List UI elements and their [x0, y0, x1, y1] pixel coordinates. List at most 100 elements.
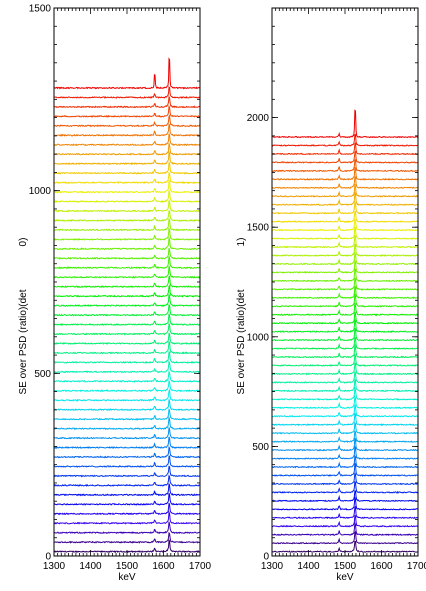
series-line [53, 150, 201, 166]
series-line [53, 265, 201, 279]
series-line [54, 294, 201, 308]
series-line [271, 277, 419, 291]
series-line [53, 408, 201, 421]
series-line [271, 243, 419, 257]
x-tick-label: 1500 [334, 561, 357, 572]
series-line [271, 336, 418, 350]
series-line [272, 150, 419, 164]
series-line [53, 86, 201, 99]
series-line [53, 200, 201, 213]
series-line [53, 360, 201, 374]
x-tick-label: 1400 [297, 561, 320, 572]
y-tick-label: 2000 [247, 113, 270, 124]
series-line [53, 114, 201, 128]
x-tick-label: 1300 [261, 561, 284, 572]
series-line [271, 293, 419, 308]
series-line [53, 379, 201, 393]
series-line [53, 510, 201, 525]
series-line [271, 166, 419, 181]
series-line [271, 404, 419, 418]
series-line [271, 454, 419, 469]
series-line [53, 104, 201, 118]
series-line [271, 362, 419, 376]
series-line [53, 247, 201, 260]
series-line [271, 530, 419, 545]
y-tick-label: 0 [263, 552, 269, 563]
x-tick-label: 1400 [79, 561, 102, 572]
series-line [271, 176, 419, 190]
series-line [53, 474, 201, 487]
series-line [53, 332, 201, 345]
y-tick-label: 1000 [29, 186, 52, 197]
series-line [53, 189, 201, 204]
series-line [271, 183, 419, 198]
x-tick-label: 1300 [43, 561, 66, 572]
y-axis-label: SE over PSD (ratio)(det [18, 289, 29, 394]
series-line [271, 462, 419, 477]
x-tick-label: 1700 [189, 561, 212, 572]
series-line [271, 192, 419, 206]
series-line [53, 436, 201, 450]
series-line [54, 303, 201, 317]
series-line [271, 311, 419, 325]
series-line [53, 399, 201, 412]
series-line [53, 521, 201, 535]
series-line [54, 256, 201, 270]
series-line [53, 133, 201, 147]
series-line [53, 284, 201, 298]
x-axis: 1300 1400 1500 1600 1700 keV [43, 8, 212, 583]
series-line [271, 371, 419, 384]
y-axis-label-suffix: 0) [18, 238, 29, 247]
series-line [271, 200, 419, 215]
series-line [53, 218, 201, 232]
series-line [53, 95, 201, 109]
series-line [53, 161, 201, 175]
series-line [271, 210, 419, 223]
y-axis-label-suffix: 1) [236, 238, 247, 247]
series-line [54, 227, 201, 241]
series-line [271, 490, 419, 503]
series-line [271, 379, 419, 393]
series-line [272, 354, 419, 367]
x-axis-label: keV [118, 572, 136, 583]
series-line [53, 341, 201, 355]
series-line [271, 159, 419, 173]
series-line [271, 386, 419, 401]
chart-panel-right: 1300 1400 1500 1600 1700 keV 0 500 1000 1500 2000 S… [236, 7, 426, 583]
series-line [271, 421, 419, 435]
series-line [271, 267, 419, 283]
x-tick-label: 1600 [152, 561, 175, 572]
x-axis-label: keV [336, 572, 354, 583]
series-line [53, 142, 201, 156]
y-tick-label: 1000 [247, 332, 270, 343]
series-line [271, 437, 419, 452]
series-line [271, 109, 419, 139]
series-line [53, 455, 201, 468]
series-line [271, 302, 419, 317]
series-line [271, 259, 419, 274]
series-line [53, 483, 201, 497]
series-line [53, 313, 201, 327]
series-line [53, 171, 201, 185]
series-line [271, 515, 419, 528]
y-tick-label: 1500 [247, 223, 270, 234]
series-line [53, 531, 201, 544]
series-line [271, 445, 418, 460]
series-line [271, 495, 419, 511]
series-line [53, 427, 200, 440]
series-line [271, 133, 419, 147]
y-axis: 0 500 1000 1500 SE over PSD (ratio)(det 0) [18, 4, 200, 563]
series-group [271, 109, 419, 553]
plot-frame [271, 7, 419, 557]
series-line [271, 226, 419, 240]
series-line [271, 327, 419, 342]
x-tick-label: 1700 [407, 561, 426, 572]
y-tick-label: 500 [252, 442, 269, 453]
series-line [53, 445, 201, 459]
series-line [53, 210, 201, 222]
series-line [53, 502, 201, 516]
x-tick-label: 1500 [116, 561, 139, 572]
x-tick-label: 1600 [370, 561, 393, 572]
